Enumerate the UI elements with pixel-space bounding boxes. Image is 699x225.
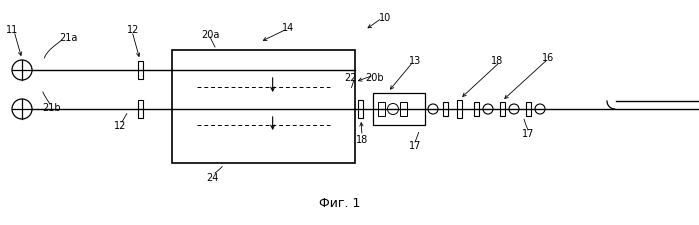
Text: 14: 14 [282,23,294,33]
Bar [373,94,425,126]
Bar [138,101,143,119]
Text: 17: 17 [409,140,421,150]
Bar [401,103,408,117]
Text: 21b: 21b [43,103,62,112]
Bar [359,101,363,119]
Bar [138,62,143,80]
Text: 20a: 20a [201,30,219,40]
Text: 16: 16 [542,53,554,63]
Bar [443,103,448,117]
Bar [500,103,505,117]
Text: 24: 24 [206,172,218,182]
Bar [172,51,355,163]
Text: 12: 12 [114,120,127,130]
Bar [458,101,463,119]
Text: 18: 18 [491,56,503,66]
Text: 10: 10 [379,13,391,23]
Bar [526,103,531,117]
Text: 17: 17 [522,128,534,138]
Text: 13: 13 [409,56,421,66]
Text: 21a: 21a [59,33,77,43]
Bar [474,103,479,117]
Text: 18: 18 [356,134,368,144]
Text: 20b: 20b [366,73,384,83]
Text: Фиг. 1: Фиг. 1 [319,197,361,209]
Bar [378,103,386,117]
Text: 22: 22 [345,73,357,83]
Text: 12: 12 [127,25,139,35]
Text: 11: 11 [6,25,18,35]
